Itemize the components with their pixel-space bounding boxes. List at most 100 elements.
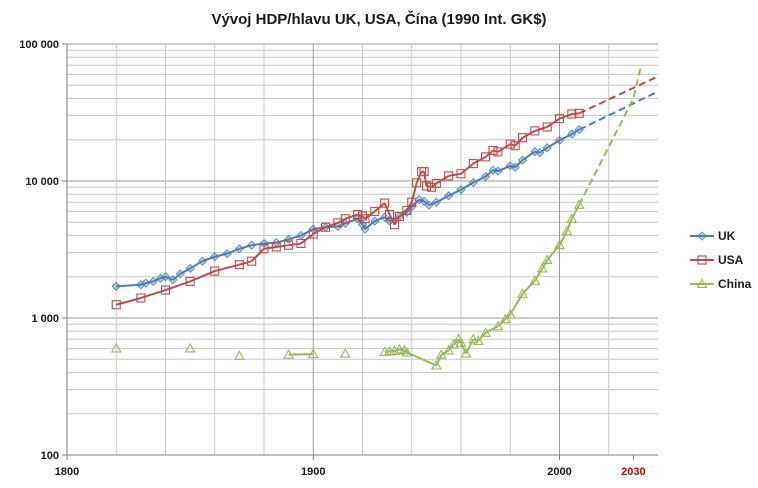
data-point-uk <box>141 278 151 288</box>
series-segment-usa <box>312 226 327 235</box>
series-segment-usa <box>546 117 561 128</box>
data-point-usa <box>493 147 503 157</box>
data-point-usa <box>360 214 370 224</box>
data-point-uk <box>419 196 429 206</box>
series-segment-uk <box>165 275 174 281</box>
y-tick-label: 1 000 <box>31 313 59 325</box>
series-segment-uk <box>214 252 228 258</box>
data-point-usa <box>394 212 404 222</box>
data-point-uk <box>456 185 466 195</box>
data-point-china <box>536 262 548 273</box>
series-segment-uk <box>546 139 561 149</box>
series-segment-china <box>460 342 467 354</box>
data-point-uk <box>247 240 257 250</box>
data-point-uk <box>697 231 707 241</box>
data-point-usa <box>510 141 520 151</box>
data-point-usa <box>259 244 269 254</box>
series-segment-uk <box>374 216 386 222</box>
series-segment-uk <box>418 198 425 203</box>
data-point-uk <box>380 212 390 222</box>
series-segment-uk <box>160 275 166 280</box>
series-china <box>110 199 585 370</box>
series-segment-uk <box>571 128 580 135</box>
data-point-uk <box>431 197 441 207</box>
series-segment-usa <box>448 172 462 177</box>
series-segment-uk <box>172 273 181 281</box>
series-segment-china <box>452 338 460 346</box>
data-point-china <box>499 313 511 324</box>
data-point-usa <box>340 214 350 224</box>
data-point-uk <box>259 238 269 249</box>
data-point-uk <box>136 280 146 290</box>
series-uk <box>111 125 584 291</box>
data-point-usa <box>321 222 331 232</box>
x-tick-label: 2030 <box>621 466 645 478</box>
legend: UK USA China <box>690 229 752 291</box>
data-point-usa <box>380 198 390 208</box>
data-point-usa <box>431 178 441 188</box>
series-segment-uk <box>251 242 265 247</box>
series-segment-uk <box>189 260 203 270</box>
data-point-usa <box>481 152 491 162</box>
series-segment-uk <box>514 159 524 168</box>
series-segment-china <box>447 343 455 352</box>
series-segment-usa <box>250 248 265 262</box>
data-point-china <box>401 346 413 357</box>
data-point-uk <box>424 200 434 210</box>
series-segment-china <box>521 280 536 295</box>
data-point-uk <box>185 263 195 274</box>
data-point-usa <box>370 206 380 216</box>
y-tick-label: 10 000 <box>25 176 59 188</box>
axes: 100 1 000 10 000 100 000 1800 1900 2000 2030 <box>19 39 658 478</box>
series-segment-usa <box>435 175 450 185</box>
x-tick-label: 1900 <box>301 466 325 478</box>
data-point-usa <box>271 242 281 252</box>
series-segment-usa <box>423 171 428 187</box>
data-point-china <box>696 278 708 289</box>
data-point-uk <box>197 256 208 266</box>
data-point-china <box>393 343 405 354</box>
data-point-uk <box>517 155 528 165</box>
data-point-china <box>517 288 529 298</box>
data-point-usa <box>468 159 478 169</box>
series-segment-uk <box>428 201 437 207</box>
data-point-uk <box>370 216 380 226</box>
data-point-usa <box>234 260 244 270</box>
series-segment-china <box>546 244 561 261</box>
projection-line-uk <box>578 90 659 131</box>
series-segment-uk <box>140 282 147 286</box>
data-point-uk <box>148 276 158 286</box>
legend-label-uk: UK <box>718 229 736 243</box>
data-point-usa <box>554 114 565 124</box>
data-point-china <box>398 344 410 355</box>
series-segment-china <box>406 351 437 367</box>
series-segment-usa <box>325 221 339 229</box>
data-point-china <box>430 359 442 370</box>
data-point-uk <box>168 275 178 285</box>
data-point-usa <box>574 108 584 118</box>
data-point-uk <box>234 244 244 254</box>
data-point-china <box>110 342 122 353</box>
y-tick-label: 100 <box>41 450 59 462</box>
data-point-usa <box>136 293 146 303</box>
data-point-china <box>541 254 553 265</box>
series-segment-uk <box>534 150 541 154</box>
series-segment-usa <box>344 213 358 220</box>
series-segment-uk <box>559 133 573 142</box>
series-segment-uk <box>226 247 240 255</box>
series-segment-uk <box>152 277 161 283</box>
data-point-uk <box>493 166 503 176</box>
data-point-china <box>443 344 455 355</box>
data-point-china <box>460 347 472 358</box>
series-segment-usa <box>497 143 511 153</box>
data-point-uk <box>574 125 584 135</box>
series-group <box>110 66 659 370</box>
data-point-uk <box>111 281 121 291</box>
series-segment-uk <box>509 164 516 169</box>
data-point-uk <box>444 191 454 201</box>
data-point-china <box>339 347 351 358</box>
data-point-usa <box>542 122 552 132</box>
data-point-usa <box>444 171 454 181</box>
data-point-uk <box>414 195 424 205</box>
